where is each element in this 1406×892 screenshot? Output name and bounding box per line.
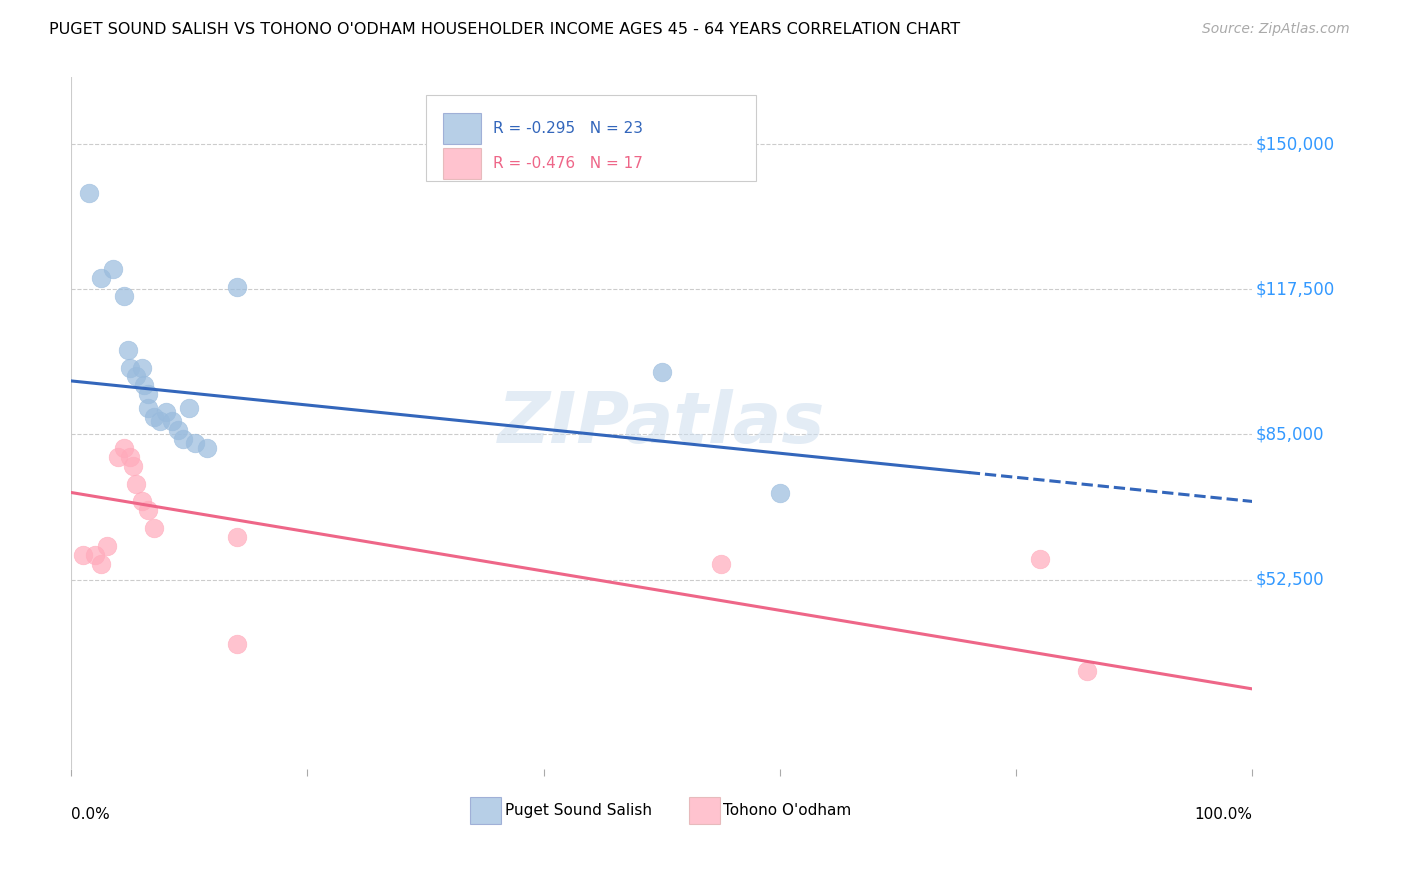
Point bbox=[120, 450, 142, 464]
Text: Source: ZipAtlas.com: Source: ZipAtlas.com bbox=[1202, 22, 1350, 37]
Text: R = -0.476   N = 17: R = -0.476 N = 17 bbox=[494, 156, 643, 171]
Point bbox=[225, 280, 247, 294]
Point bbox=[72, 548, 94, 562]
Point bbox=[172, 432, 194, 446]
Point bbox=[195, 441, 218, 455]
Point bbox=[112, 441, 135, 455]
Point bbox=[179, 401, 201, 415]
Point bbox=[112, 289, 135, 303]
Point bbox=[149, 414, 172, 428]
Text: $117,500: $117,500 bbox=[1256, 280, 1336, 299]
Text: ZIPatlas: ZIPatlas bbox=[498, 389, 825, 458]
FancyBboxPatch shape bbox=[443, 112, 481, 145]
Point bbox=[90, 271, 112, 285]
Point bbox=[77, 186, 100, 201]
Point bbox=[166, 423, 188, 437]
Text: $85,000: $85,000 bbox=[1256, 425, 1324, 443]
Text: PUGET SOUND SALISH VS TOHONO O'ODHAM HOUSEHOLDER INCOME AGES 45 - 64 YEARS CORRE: PUGET SOUND SALISH VS TOHONO O'ODHAM HOU… bbox=[49, 22, 960, 37]
Point bbox=[121, 458, 143, 473]
Point bbox=[710, 557, 733, 571]
Point bbox=[96, 539, 118, 553]
Point bbox=[225, 637, 247, 651]
Point bbox=[160, 414, 183, 428]
Point bbox=[1076, 664, 1098, 678]
Text: Tohono O'odham: Tohono O'odham bbox=[723, 803, 852, 818]
Text: $150,000: $150,000 bbox=[1256, 136, 1334, 153]
Text: 100.0%: 100.0% bbox=[1194, 807, 1253, 822]
Point bbox=[125, 369, 148, 384]
Point bbox=[83, 548, 105, 562]
Point bbox=[134, 378, 156, 392]
Point bbox=[125, 476, 148, 491]
Point bbox=[107, 450, 129, 464]
Point bbox=[131, 494, 153, 508]
Point bbox=[225, 530, 247, 544]
Text: Puget Sound Salish: Puget Sound Salish bbox=[505, 803, 651, 818]
Point bbox=[142, 409, 165, 424]
Point bbox=[142, 521, 165, 535]
Point bbox=[769, 485, 792, 500]
Point bbox=[155, 405, 177, 419]
Point bbox=[136, 387, 159, 401]
Point bbox=[1028, 552, 1050, 566]
Point bbox=[120, 360, 142, 375]
FancyBboxPatch shape bbox=[443, 147, 481, 179]
FancyBboxPatch shape bbox=[426, 95, 756, 181]
FancyBboxPatch shape bbox=[689, 797, 720, 824]
Point bbox=[131, 360, 153, 375]
Point bbox=[117, 343, 139, 357]
Point bbox=[136, 401, 159, 415]
Text: R = -0.295   N = 23: R = -0.295 N = 23 bbox=[494, 121, 643, 136]
Text: 0.0%: 0.0% bbox=[72, 807, 110, 822]
Point bbox=[651, 365, 673, 379]
Point bbox=[136, 503, 159, 517]
FancyBboxPatch shape bbox=[471, 797, 501, 824]
Point bbox=[90, 557, 112, 571]
Point bbox=[184, 436, 207, 450]
Text: $52,500: $52,500 bbox=[1256, 571, 1324, 589]
Point bbox=[101, 262, 124, 277]
